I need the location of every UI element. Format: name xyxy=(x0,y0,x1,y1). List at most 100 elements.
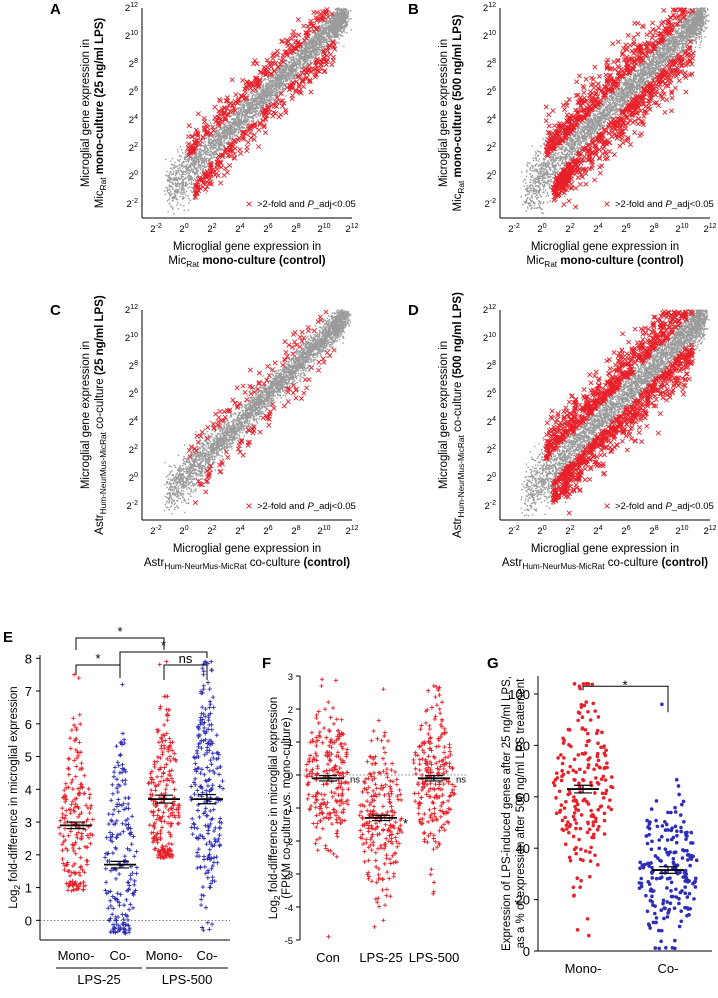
gene-point xyxy=(248,121,249,122)
gene-point xyxy=(351,29,352,30)
panel-label-c: C xyxy=(50,302,61,319)
gene-point xyxy=(169,189,170,190)
gene-point xyxy=(172,193,173,194)
gene-point xyxy=(203,168,204,169)
gene-point xyxy=(236,118,237,119)
gene-point xyxy=(207,163,208,164)
gene-point xyxy=(188,195,189,196)
gene-point xyxy=(341,28,342,29)
gene-point xyxy=(187,187,188,188)
gene-point xyxy=(321,24,322,25)
gene-point xyxy=(247,91,248,92)
gene-point xyxy=(183,205,184,206)
gene-point xyxy=(167,211,168,212)
gene-point xyxy=(233,114,234,115)
gene-point xyxy=(266,100,267,101)
gene-point xyxy=(175,175,176,176)
gene-point xyxy=(180,156,181,157)
gene-point xyxy=(215,134,216,135)
gene-point xyxy=(219,147,220,148)
gene-point xyxy=(217,138,218,139)
gene-point xyxy=(187,176,188,177)
gene-point xyxy=(216,149,217,150)
gene-point xyxy=(338,42,339,43)
gene-point xyxy=(223,141,224,142)
gene-point xyxy=(165,194,166,195)
gene-point xyxy=(171,169,172,170)
gene-point xyxy=(208,138,209,139)
gene-point xyxy=(173,213,174,214)
gene-point xyxy=(342,32,343,33)
gene-point xyxy=(177,192,178,193)
panel-label-g: G xyxy=(487,655,499,672)
gene-point xyxy=(218,127,219,128)
gene-point xyxy=(177,166,178,167)
gene-point xyxy=(179,174,180,175)
gene-point xyxy=(268,96,269,97)
gene-point xyxy=(172,188,173,189)
gene-point xyxy=(171,174,172,175)
gene-point xyxy=(206,161,207,162)
gene-point xyxy=(207,154,208,155)
gene-point xyxy=(229,138,230,139)
panel-label-b: B xyxy=(408,1,419,18)
gene-point xyxy=(253,120,254,121)
gene-point xyxy=(247,106,248,107)
gene-point xyxy=(192,188,193,189)
gene-point xyxy=(187,184,188,185)
gene-point xyxy=(200,172,201,173)
gene-point xyxy=(169,198,170,199)
gene-point xyxy=(189,164,190,165)
gene-point xyxy=(350,10,351,11)
gene-point xyxy=(191,187,192,188)
panel-label-f: F xyxy=(262,655,271,672)
gene-point xyxy=(218,130,219,131)
gene-point xyxy=(210,149,211,150)
gene-point xyxy=(204,160,205,161)
gene-point xyxy=(312,36,313,37)
gene-point xyxy=(180,146,181,147)
gene-point xyxy=(170,191,171,192)
gene-point xyxy=(286,68,287,69)
gene-point xyxy=(279,85,280,86)
gene-point xyxy=(240,110,241,111)
gene-point xyxy=(214,134,215,135)
gene-point xyxy=(206,162,207,163)
panel-label-e: E xyxy=(3,629,13,646)
gene-point xyxy=(202,145,203,146)
gene-point xyxy=(322,44,323,45)
gene-point xyxy=(199,165,200,166)
gene-point xyxy=(271,99,272,100)
gene-point xyxy=(190,200,191,201)
gene-point xyxy=(172,158,173,159)
gene-point xyxy=(260,115,261,116)
gene-point xyxy=(198,164,199,165)
gene-point xyxy=(192,177,193,178)
gene-point xyxy=(208,159,209,160)
panel-label-a: A xyxy=(50,1,61,18)
gene-point xyxy=(189,183,190,184)
gene-point xyxy=(183,161,184,162)
gene-point xyxy=(209,158,210,159)
gene-point xyxy=(170,206,171,207)
figure: A B C D E F G 2-22-220202222242426262828… xyxy=(0,0,718,998)
gene-point xyxy=(191,182,192,183)
gene-point xyxy=(188,132,189,133)
gene-point xyxy=(177,199,178,200)
gene-point xyxy=(198,166,199,167)
gene-point xyxy=(182,152,183,153)
gene-point xyxy=(174,162,175,163)
gene-point xyxy=(213,157,214,158)
gene-point xyxy=(226,125,227,126)
gene-point xyxy=(296,69,297,70)
gene-point xyxy=(309,62,310,63)
gene-point xyxy=(350,18,351,19)
gene-point xyxy=(253,101,254,102)
gene-point xyxy=(172,208,173,209)
gene-point xyxy=(278,59,279,60)
gene-point xyxy=(192,161,193,162)
gene-point xyxy=(258,115,259,116)
gene-point xyxy=(251,95,252,96)
gene-point xyxy=(184,157,185,158)
gene-point xyxy=(205,163,206,164)
